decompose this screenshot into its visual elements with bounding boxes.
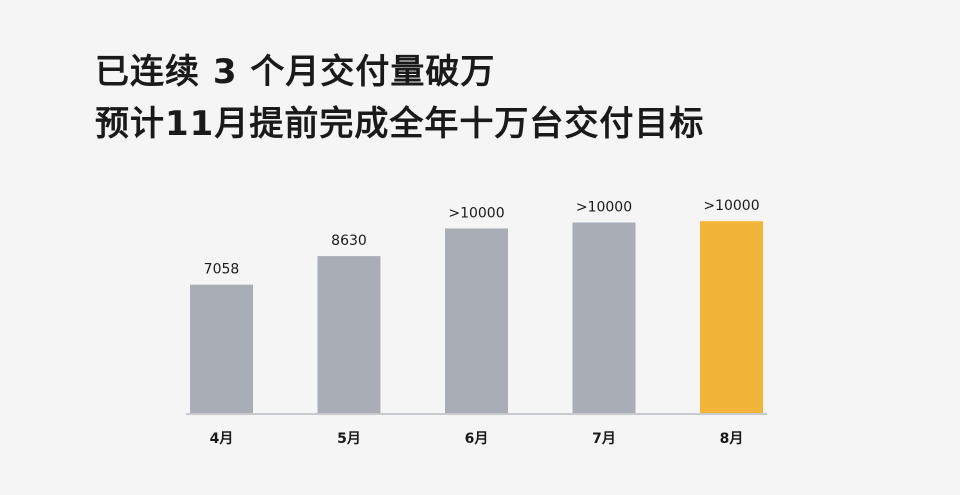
value-label-2: 8630: [331, 233, 367, 249]
headline-line-1: 已连续 3 个月交付量破万: [95, 52, 496, 92]
category-labels-group: 4月 5月 6月 7月 8月: [210, 431, 744, 447]
value-label-1: 7058: [204, 262, 240, 278]
value-label-5: >10000: [703, 198, 759, 214]
category-label-5: 8月: [720, 431, 744, 447]
bars-group: [190, 221, 763, 413]
bar-2: [317, 256, 381, 413]
bar-1: [190, 284, 253, 413]
category-label-3: 6月: [465, 431, 489, 447]
bar-4: [572, 222, 636, 413]
value-label-4: >10000: [576, 199, 632, 215]
category-label-1: 4月: [210, 431, 234, 447]
bar-5: [700, 221, 763, 413]
category-label-2: 5月: [337, 431, 361, 447]
headline-line-2: 预计11月提前完成全年十万台交付目标: [95, 104, 705, 144]
category-label-4: 7月: [592, 431, 616, 447]
bar-3: [445, 228, 508, 413]
value-labels-group: 7058 8630 >10000 >10000 >10000: [204, 198, 760, 277]
value-label-3: >10000: [448, 205, 504, 221]
